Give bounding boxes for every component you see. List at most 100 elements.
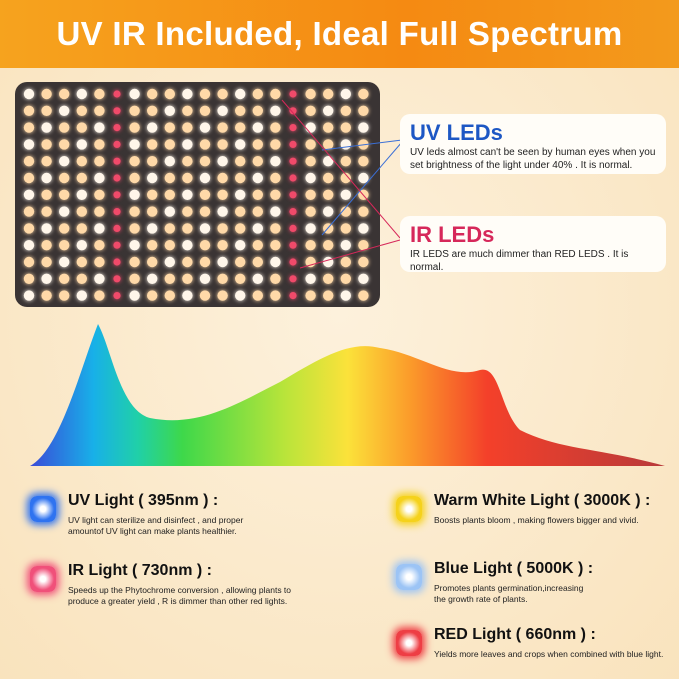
page-title: UV IR Included, Ideal Full Spectrum: [56, 15, 623, 52]
red-led: [289, 224, 297, 232]
white-led: [129, 240, 140, 251]
white-led: [199, 105, 211, 116]
uv-leds-title: UV LEDs: [410, 120, 503, 145]
white-led: [305, 290, 316, 301]
white-led: [217, 156, 228, 167]
red-led: [289, 292, 297, 300]
white-led: [59, 256, 70, 268]
white-led: [129, 105, 140, 116]
white-led: [129, 273, 140, 284]
red-led: [113, 224, 121, 232]
white-led: [94, 122, 105, 133]
white-led: [323, 189, 334, 200]
white-led: [252, 122, 263, 133]
white-led: [23, 256, 35, 268]
white-led: [76, 273, 87, 284]
white-led: [305, 172, 316, 184]
white-led: [340, 273, 351, 284]
white-led: [164, 156, 175, 167]
white-led: [323, 122, 334, 133]
white-led: [76, 290, 87, 301]
white-led: [59, 88, 70, 100]
white-led: [358, 156, 369, 167]
white-led: [94, 105, 105, 116]
white-led: [235, 273, 246, 284]
white-led: [94, 88, 105, 100]
white-led: [147, 172, 158, 184]
white-led: [182, 256, 193, 268]
white-led: [76, 223, 87, 234]
white-led: [23, 240, 35, 251]
red-led: [289, 90, 297, 98]
white-led: [340, 256, 351, 268]
ir-leds-title: IR LEDs: [410, 222, 495, 247]
white-led: [199, 256, 211, 268]
red-led: [113, 174, 121, 182]
white-led: [164, 290, 175, 301]
white-led: [147, 139, 158, 150]
white-led: [235, 223, 246, 234]
white-led: [358, 206, 369, 217]
white-led: [235, 156, 246, 167]
white-led: [323, 240, 334, 251]
white-led: [59, 273, 70, 284]
white-led: [323, 290, 334, 301]
white-led: [76, 139, 87, 150]
white-led: [340, 290, 351, 301]
white-led: [94, 156, 105, 167]
white-led: [23, 189, 35, 200]
white-led: [182, 88, 193, 100]
white-led: [199, 122, 211, 133]
white-led: [41, 206, 52, 217]
white-led: [59, 189, 70, 200]
white-led: [23, 105, 35, 116]
white-led: [217, 189, 228, 200]
white-led: [217, 105, 228, 116]
legend-title: RED Light ( 660nm ) :: [434, 626, 596, 643]
red-led: [113, 140, 121, 148]
uv-leds-callout: UV LEDs UV leds almost can't be seen by …: [400, 114, 666, 174]
white-led: [252, 256, 263, 268]
red-led: [289, 258, 297, 266]
white-led: [41, 256, 52, 268]
white-led: [147, 240, 158, 251]
white-led: [270, 223, 281, 234]
white-led: [270, 139, 281, 150]
red-led: [113, 124, 121, 132]
white-led: [217, 240, 228, 251]
white-led: [41, 240, 52, 251]
white-led: [41, 105, 52, 116]
white-led: [217, 88, 228, 100]
white-led: [59, 156, 70, 167]
white-led: [164, 273, 175, 284]
white-led: [305, 189, 316, 200]
red-led: [289, 124, 297, 132]
white-led: [217, 122, 228, 133]
blue-led-icon: [396, 564, 422, 590]
white-led: [76, 189, 87, 200]
white-led: [252, 240, 263, 251]
white-led: [182, 156, 193, 167]
white-led: [252, 206, 263, 217]
white-led: [323, 273, 334, 284]
red-led: [289, 241, 297, 249]
red-led: [113, 258, 121, 266]
white-led: [182, 139, 193, 150]
legend-warm-white-light: Warm White Light ( 3000K ) : Boosts plant…: [396, 490, 676, 526]
white-led: [323, 139, 334, 150]
white-led: [252, 139, 263, 150]
white-led: [23, 172, 35, 184]
white-led: [323, 172, 334, 184]
white-led: [164, 172, 175, 184]
white-led: [252, 156, 263, 167]
white-led: [199, 240, 211, 251]
white-led: [41, 88, 52, 100]
white-led: [323, 105, 334, 116]
white-led: [23, 139, 35, 150]
white-led: [129, 256, 140, 268]
white-led: [164, 139, 175, 150]
white-led: [129, 206, 140, 217]
uv-leds-text: UV leds almost can't be seen by human ey…: [410, 147, 656, 171]
white-led: [41, 189, 52, 200]
